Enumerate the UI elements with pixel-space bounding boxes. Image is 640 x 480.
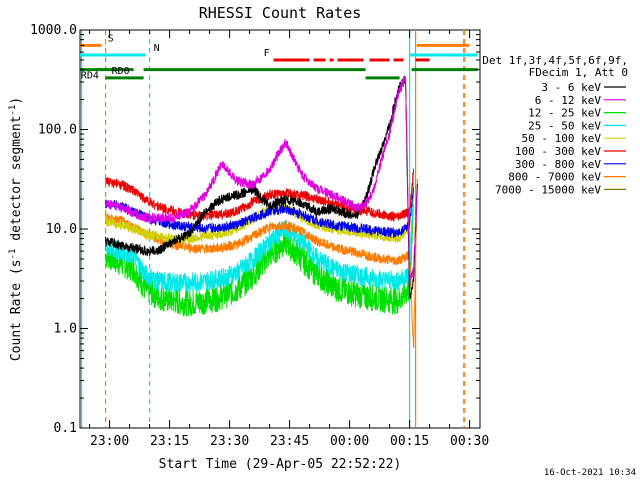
series-line-0	[105, 75, 418, 299]
flag-label-f: F	[264, 48, 270, 59]
y-axis-label: Count Rate (s-1 detector segment-1)	[8, 97, 24, 361]
x-tick-label-3: 23:45	[270, 434, 309, 449]
legend-label-5: 100 - 300 keV	[515, 145, 601, 158]
chart-title: RHESSI Count Rates	[199, 4, 362, 22]
y-axis-label-sup2: -1	[8, 105, 18, 116]
y-tick-label-3: 100.0	[38, 123, 77, 138]
y-axis-label-mid: detector segment	[9, 116, 24, 249]
x-tick-label-4: 00:00	[330, 434, 369, 449]
y-axis-label-main: Count Rate (s	[9, 259, 24, 361]
x-tick-label-6: 00:30	[450, 434, 489, 449]
y-tick-label-2: 10.0	[46, 222, 77, 237]
y-tick-label-0: 0.1	[54, 421, 77, 436]
legend-header-1: FDecim 1, Att 0	[529, 66, 628, 79]
legend: Det 1f,3f,4f,5f,6f,9f,FDecim 1, Att 0 3 -…	[482, 54, 628, 196]
legend-label-2: 12 - 25 keV	[528, 107, 601, 120]
flag-label-s: S	[108, 33, 114, 44]
y-tick-label-1: 1.0	[54, 322, 77, 337]
x-tick-label-0: 23:00	[90, 434, 129, 449]
flag-label-n: N	[154, 43, 160, 54]
y-axis-label-sup1: -1	[8, 249, 18, 260]
series-line-1	[105, 74, 418, 286]
y-tick-label-4: 1000.0	[30, 23, 77, 38]
x-tick-label-2: 23:30	[210, 434, 249, 449]
flag-label-rd0: RD0	[112, 66, 130, 77]
legend-label-8: 7000 - 15000 keV	[495, 183, 601, 196]
series-line-3	[105, 178, 414, 293]
legend-label-3: 25 - 50 keV	[528, 119, 601, 132]
x-axis-label: Start Time (29-Apr-05 22:52:22)	[159, 457, 402, 472]
legend-label-7: 800 - 7000 keV	[508, 171, 601, 184]
legend-label-0: 3 - 6 keV	[541, 81, 601, 94]
series-line-2	[105, 204, 414, 317]
flag-layer: S N F RD4 RD0	[80, 33, 478, 82]
timestamp: 16-Oct-2021 10:34	[544, 468, 636, 478]
legend-label-4: 50 - 100 keV	[522, 132, 602, 145]
flag-label-rd4: RD4	[81, 71, 99, 82]
legend-label-6: 300 - 800 keV	[515, 158, 601, 171]
legend-header-0: Det 1f,3f,4f,5f,6f,9f,	[482, 54, 628, 67]
y-axis-label-end: )	[9, 97, 24, 105]
data-layer	[80, 30, 466, 428]
x-tick-label-5: 00:15	[390, 434, 429, 449]
x-tick-label-1: 23:15	[150, 434, 189, 449]
axis-layer: 0.1 1.0 10.0 100.0 1000.0 23:00 23:15 23:30 23:4…	[30, 23, 489, 449]
legend-label-1: 6 - 12 keV	[535, 94, 602, 107]
